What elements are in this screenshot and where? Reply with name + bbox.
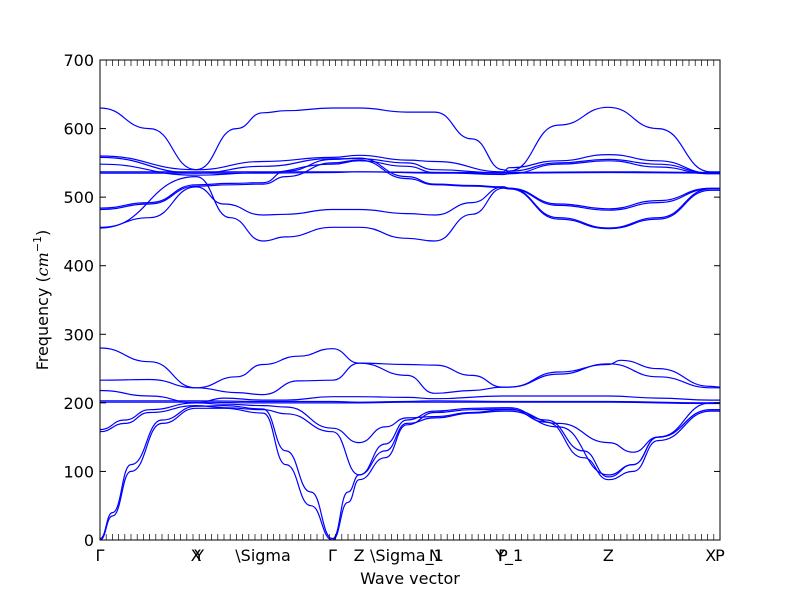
- x-tick-label: P: [498, 546, 508, 565]
- band-line-18: [99, 404, 720, 540]
- y-axis-label: Frequency (cm−1): [31, 230, 52, 371]
- band-line-8: [99, 159, 720, 211]
- band-line-6: [99, 171, 720, 174]
- y-tick-label: 600: [63, 120, 94, 139]
- x-tick-label: Z: [354, 546, 365, 565]
- x-tick-label: Z: [603, 546, 614, 565]
- x-tick-label: P: [715, 546, 725, 565]
- x-tick-label: X: [191, 546, 202, 565]
- band-lines: [99, 106, 721, 541]
- y-tick-label: 100: [63, 462, 94, 481]
- band-line-11: [99, 347, 720, 389]
- y-axis-label-close: ): [33, 230, 52, 236]
- x-tick-label: N: [429, 546, 441, 565]
- y-tick-label: 700: [63, 51, 94, 70]
- band-line-16: [99, 402, 721, 453]
- x-tick-label: Y: [193, 546, 204, 565]
- y-axis-label-main: Frequency (: [33, 276, 52, 370]
- y-axis-label-unit: cm: [33, 252, 52, 276]
- x-tick-label: Γ: [328, 546, 337, 565]
- band-line-15: [99, 401, 720, 405]
- band-line-7: [99, 157, 720, 210]
- band-line-12: [99, 359, 721, 396]
- y-tick-label: 400: [63, 257, 94, 276]
- plot-frame: [99, 59, 721, 541]
- y-tick-label: 0: [84, 531, 94, 550]
- y-tick-label: 500: [63, 188, 94, 207]
- band-line-9: [99, 186, 720, 229]
- y-axis-ticks: 0 100 200 300 400 500 600 700: [63, 51, 720, 550]
- band-line-10: [99, 175, 720, 242]
- x-tick-label: Y_1: [494, 546, 523, 566]
- band-line-13: [99, 389, 720, 404]
- band-line-19: [99, 407, 720, 541]
- y-tick-label: 300: [63, 325, 94, 344]
- x-tick-label: Γ: [96, 546, 105, 565]
- x-tick-label: \Sigma_1: [370, 546, 444, 566]
- x-axis-ticks: Γ XY \Sigma Γ Z \Sigma_1N PY_1 Z XP: [96, 60, 725, 566]
- band-line-17: [99, 404, 720, 476]
- x-tick-label: \Sigma: [235, 546, 291, 565]
- band-line-1: [99, 106, 720, 173]
- band-line-3: [99, 156, 720, 174]
- band-line-2: [99, 153, 720, 174]
- y-tick-label: 200: [63, 394, 94, 413]
- x-axis-label: Wave vector: [360, 569, 460, 588]
- y-axis-label-exp: −1: [31, 236, 44, 252]
- band-line-14: [100, 400, 721, 404]
- x-tick-label: X: [705, 546, 716, 565]
